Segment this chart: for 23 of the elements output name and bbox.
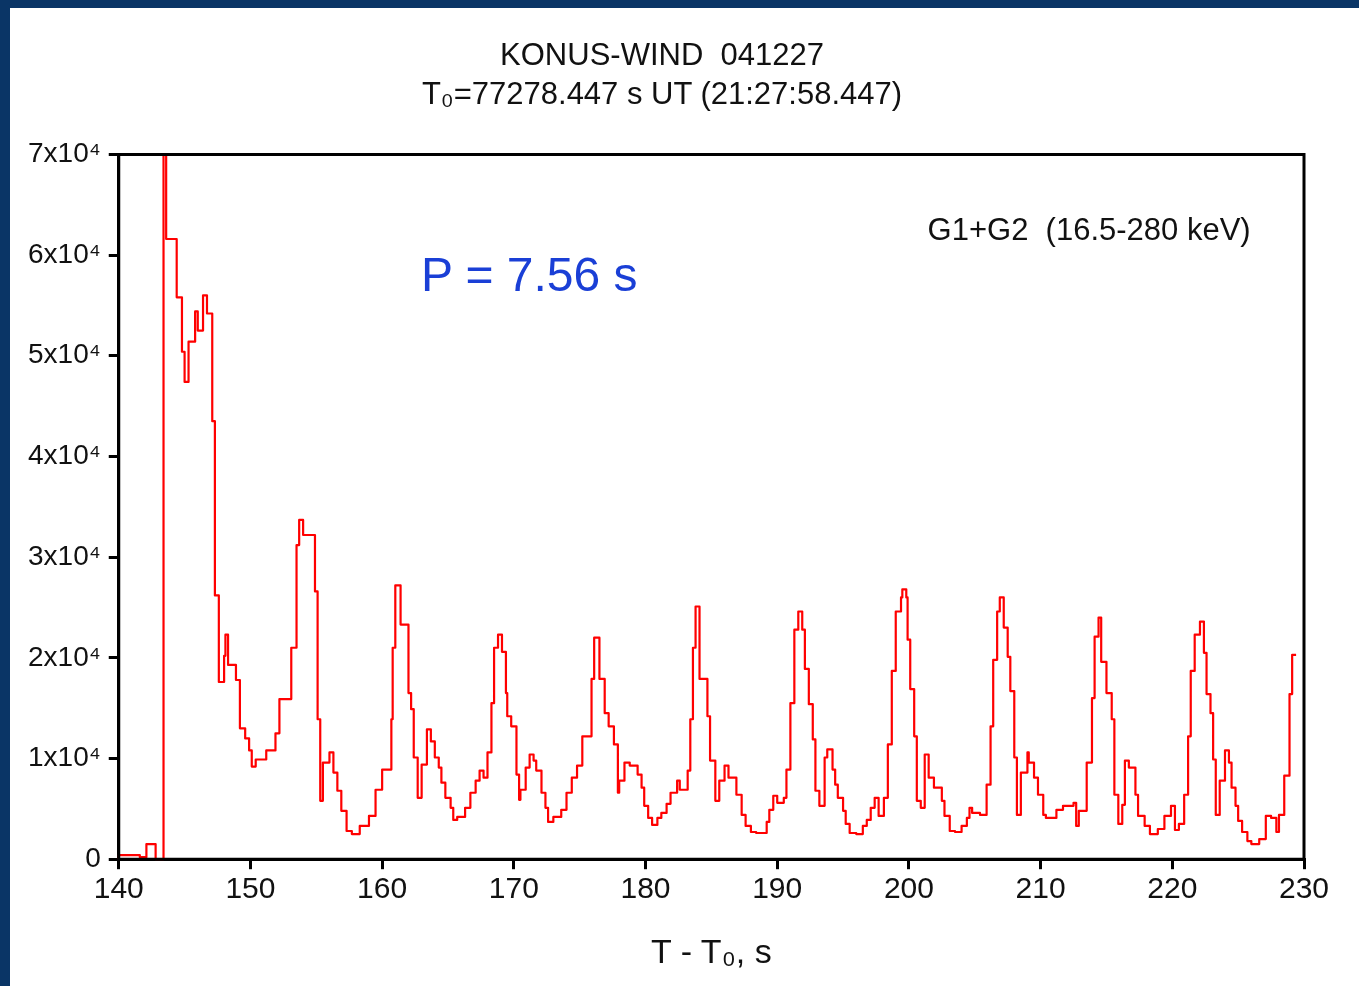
annotation: P = 7.56 s — [420, 247, 638, 301]
x-tick-label: 150 — [225, 871, 276, 905]
y-tick-label: 7x10⁴ — [28, 137, 101, 169]
y-tick-label: 1x10⁴ — [28, 741, 101, 773]
y-tick-label: 2x10⁴ — [28, 640, 101, 672]
chart-title: KONUS-WIND 041227 — [500, 37, 824, 73]
y-tick-label: 6x10⁴ — [28, 237, 101, 269]
x-tick-label: 220 — [1147, 871, 1198, 905]
annotation: G1+G2 (16.5-280 keV) — [927, 212, 1251, 248]
x-axis-title: T - T₀, s — [651, 931, 772, 970]
y-tick-label: 3x10⁴ — [28, 539, 101, 571]
x-tick-label: 170 — [488, 871, 539, 905]
y-tick-label: 0 — [85, 841, 101, 873]
y-tick-label: 5x10⁴ — [28, 338, 101, 370]
x-tick-label: 210 — [1015, 871, 1066, 905]
x-tick-label: 200 — [883, 871, 934, 905]
y-tick-label: 4x10⁴ — [28, 439, 101, 471]
chart-subtitle: T₀=77278.447 s UT (21:27:58.447) — [421, 76, 903, 112]
x-tick-label: 230 — [1278, 871, 1330, 905]
x-tick-label: 160 — [357, 871, 408, 905]
x-tick-label: 180 — [620, 871, 671, 905]
x-tick-label: 190 — [752, 871, 803, 905]
x-tick-label: 140 — [93, 871, 144, 905]
